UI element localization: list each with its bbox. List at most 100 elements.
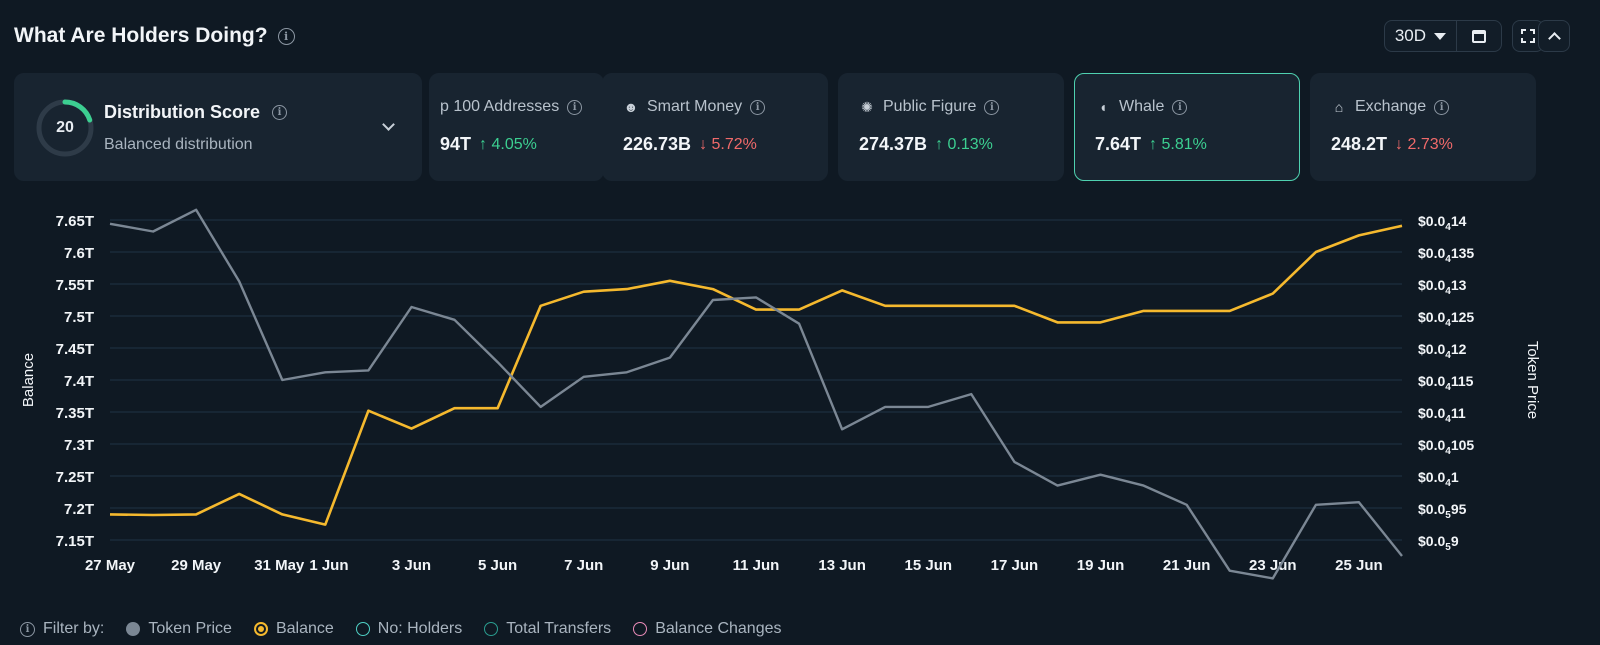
change-up: ↑ 0.13% [935,135,993,153]
legend-no-holders[interactable]: No: Holders [355,620,462,638]
series-line-token-price [109,208,1403,580]
caret-down-icon [1434,32,1446,40]
score-ring [36,99,94,157]
distribution-subtitle: Balanced distribution [104,136,253,153]
y-right-tick-label: $0.04105 [1418,437,1474,457]
legend-marker [355,622,370,636]
card-whale[interactable]: ◖ Whale i 7.64T ↑ 5.81% [1074,73,1300,181]
x-tick-label: 31 May [254,557,305,574]
series-line-balance [109,224,1403,526]
y-right-tick-label: $0.04125 [1418,309,1474,329]
legend-balance-changes[interactable]: Balance Changes [633,620,782,638]
y-left-tick-label: 7.55T [56,277,94,294]
legend-marker [253,622,268,636]
arrow-down-icon: ↓ [699,135,708,153]
card-value: 94T [440,134,472,154]
y-right-tick-label: $0.059 [1418,533,1459,553]
card-exchange[interactable]: ⌂ Exchange i 248.2T ↓ 2.73% [1310,73,1536,181]
period-value: 30D [1394,26,1426,45]
y-left-tick-label: 7.65T [56,213,94,230]
y-right-tick-label: $0.0413 [1418,277,1467,297]
smart-money-icon: ☻ [623,99,639,115]
y-right-tick-label: $0.041 [1418,469,1459,489]
info-icon[interactable]: i [984,99,1000,115]
card-value: 7.64T [1095,134,1142,154]
view-buttons [1512,20,1570,52]
y-left-tick-label: 7.3T [64,437,94,454]
card-public-figure[interactable]: ✺ Public Figure i 274.37B ↑ 0.13% [838,73,1064,181]
x-tick-label: 27 May [85,557,136,574]
card-label: Smart Money [647,98,743,115]
x-tick-label: 19 Jun [1077,557,1125,574]
chevron-down-icon[interactable] [382,118,395,131]
x-tick-label: 23 Jun [1249,557,1297,574]
change-up: ↑ 4.05% [479,135,537,153]
holder-cards: 20 Distribution Score i Balanced distrib… [14,73,1569,181]
calendar-icon [1472,29,1486,43]
chevron-up-icon [1547,32,1561,45]
y-left-tick-label: 7.2T [64,501,94,518]
x-tick-label: 15 Jun [905,557,953,574]
y-left-tick-label: 7.15T [56,533,94,550]
x-tick-label: 3 Jun [392,557,431,574]
card-label: p 100 Addresses [440,98,560,115]
x-tick-label: 17 Jun [991,557,1039,574]
period-control: 30D [1383,20,1502,52]
info-icon[interactable]: i [1172,99,1188,115]
change-up: ↑ 5.81% [1149,135,1207,153]
card-top-100-addresses[interactable]: p 100 Addresses i 94T ↑ 4.05% [429,73,604,181]
arrow-up-icon: ↑ [479,135,488,153]
arrow-down-icon: ↓ [1395,135,1404,153]
card-label: Exchange [1355,98,1427,115]
filter-label: i Filter by: [20,620,104,638]
y-left-tick-label: 7.25T [56,469,94,486]
collapse-button[interactable] [1538,20,1570,52]
info-icon[interactable]: i [272,105,288,120]
x-tick-label: 11 Jun [733,557,780,574]
legend-marker [126,622,141,636]
holders-chart[interactable]: 7.15T 7.2T 7.25T 7.3T 7.35T 7.4T 7.45T 7.5T 7.55… [0,190,1600,600]
x-tick-label: 21 Jun [1163,557,1211,574]
y-left-tick-label: 7.4T [64,373,94,390]
x-tick-label: 7 Jun [564,557,603,574]
x-tick-label: 1 Jun [309,557,348,574]
page-title: What Are Holders Doing? [14,24,268,47]
x-tick-label: 13 Jun [818,557,866,574]
card-label: Whale [1119,98,1165,115]
whale-icon: ◖ [1098,99,1108,115]
legend-total-transfers[interactable]: Total Transfers [484,620,611,638]
exchange-icon: ⌂ [1334,99,1344,115]
info-icon[interactable]: i [567,99,583,115]
x-tick-label: 29 May [171,557,222,574]
y-left-tick-label: 7.5T [64,309,94,326]
legend-marker [633,622,648,636]
period-dropdown[interactable]: 30D [1385,21,1457,51]
info-icon[interactable]: i [1434,99,1450,115]
y-left-tick-label: 7.35T [56,405,94,422]
card-value: 274.37B [859,134,928,154]
y-right-tick-label: $0.0411 [1418,405,1466,425]
card-value: 248.2T [1331,134,1388,154]
info-icon[interactable]: i [20,621,35,637]
y-right-tick-label: $0.04135 [1418,245,1474,265]
y-left-tick-label: 7.45T [56,341,94,358]
legend-token-price[interactable]: Token Price [126,620,232,638]
legend: i Filter by: Token Price Balance No: Hol… [20,620,782,638]
y-right-axis-title: Token Price [1524,341,1541,419]
y-left-axis-title: Balance [20,353,37,407]
calendar-button[interactable] [1457,21,1501,51]
y-right-tick-label: $0.0414 [1418,213,1467,233]
distribution-title-row: Distribution Score i [104,102,288,123]
legend-marker [484,622,499,636]
info-icon[interactable]: i [750,99,766,115]
score-value: 20 [56,119,74,136]
info-icon[interactable]: i [277,27,295,45]
card-label: Public Figure [883,98,977,115]
toolbar: 30D [1383,20,1570,52]
header: What Are Holders Doing? i [14,18,295,54]
card-smart-money[interactable]: ☻ Smart Money i 226.73B ↓ 5.72% [602,73,828,181]
distribution-score-card[interactable]: 20 Distribution Score i Balanced distrib… [14,73,422,181]
arrow-up-icon: ↑ [1149,135,1158,153]
legend-balance[interactable]: Balance [253,620,334,638]
y-right-tick-label: $0.0595 [1418,501,1467,521]
